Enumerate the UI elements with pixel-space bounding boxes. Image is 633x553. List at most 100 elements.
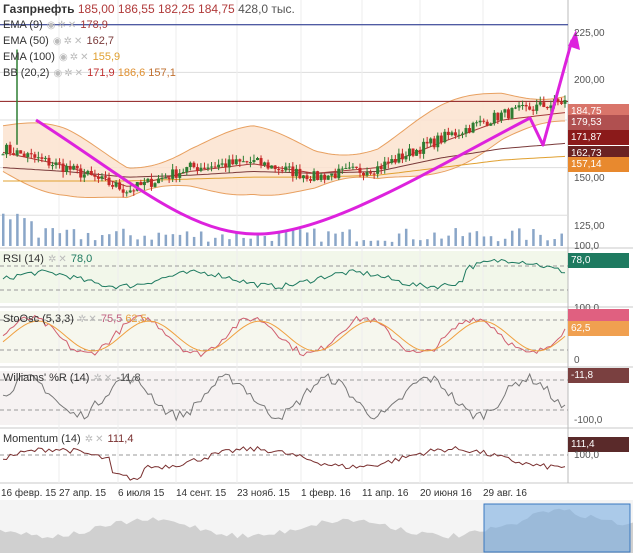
candle-body — [125, 192, 129, 194]
volume-bar — [327, 231, 330, 246]
candle-body — [100, 176, 104, 179]
candle-body — [160, 177, 164, 179]
volume-bar — [454, 228, 457, 246]
volume-bar — [122, 228, 125, 246]
candle-body — [192, 162, 196, 168]
candle-body — [446, 131, 450, 136]
candle-body — [432, 138, 436, 148]
candle-body — [489, 123, 493, 126]
williams-line — [2, 372, 566, 422]
volume-bar — [298, 229, 302, 246]
volume-bar — [9, 219, 12, 246]
candle-body — [443, 131, 447, 143]
candle-body — [503, 109, 507, 113]
candle-body — [54, 162, 58, 166]
candle-body — [142, 181, 146, 186]
candle-body — [453, 132, 457, 136]
candle-body — [482, 120, 486, 122]
candle-body — [178, 173, 182, 178]
candle-body — [457, 134, 461, 136]
candle-body — [248, 162, 252, 164]
bollinger-lower — [2, 120, 565, 199]
volume-bar — [305, 232, 309, 246]
volume-bar — [447, 235, 450, 246]
candle-body — [379, 166, 383, 170]
candle-body — [43, 157, 47, 159]
arrow-head-annotation — [568, 30, 580, 50]
volume-bar — [489, 236, 493, 246]
candle-body — [393, 159, 397, 163]
candle-body — [280, 170, 284, 172]
bollinger-band — [3, 93, 565, 198]
candle-body — [22, 153, 26, 157]
candle-body — [40, 157, 44, 159]
volume-bar — [546, 240, 549, 246]
candle-body — [50, 165, 54, 167]
candle-body — [390, 159, 394, 163]
candle-body — [213, 166, 217, 168]
ema100-line — [3, 155, 566, 182]
candle-body — [263, 162, 267, 166]
candle-body — [559, 102, 563, 104]
candle-body — [535, 104, 539, 111]
candle-body — [344, 168, 348, 170]
candle-body — [86, 170, 90, 175]
candle-body — [104, 176, 108, 178]
volume-bar — [320, 241, 323, 246]
candle-body — [464, 128, 468, 134]
candle-body — [538, 102, 542, 105]
volume-bar — [291, 229, 295, 246]
volume-bar — [468, 232, 472, 246]
candle-body — [185, 167, 189, 172]
volume-bar — [277, 231, 281, 246]
candle-body — [386, 161, 390, 163]
volume-bar — [164, 234, 168, 246]
volume-bar — [397, 233, 401, 246]
volume-bar — [263, 235, 267, 246]
candle-body — [174, 169, 178, 178]
volume-bar — [199, 231, 203, 246]
volume-bar — [390, 241, 394, 246]
cup-pattern-annotation — [35, 39, 574, 236]
candle-body — [460, 133, 464, 135]
candle-body — [354, 166, 358, 168]
volume-bar — [341, 231, 344, 246]
volume-bar — [461, 236, 464, 246]
candle-body — [425, 141, 429, 144]
candle-body — [12, 153, 16, 156]
candle-body — [58, 162, 62, 164]
candle-body — [294, 168, 298, 177]
volume-bar — [86, 232, 90, 246]
candle-body — [89, 170, 93, 175]
candle-body — [369, 172, 373, 174]
candle-body — [217, 164, 221, 168]
candle-body — [436, 135, 440, 148]
candle-body — [171, 169, 175, 179]
volume-bar — [129, 235, 132, 246]
candle-body — [358, 167, 362, 173]
candle-body — [404, 156, 408, 160]
volume-bar — [383, 240, 387, 246]
candle-body — [75, 165, 79, 169]
candle-body — [468, 128, 472, 133]
candle-body — [316, 171, 320, 180]
candle-body — [330, 173, 334, 176]
candle-body — [206, 167, 210, 169]
candle-body — [245, 161, 249, 163]
volume-bar — [221, 234, 224, 246]
candle-body — [323, 174, 327, 180]
candle-body — [556, 99, 560, 103]
candle-body — [26, 153, 30, 157]
candle-body — [15, 150, 19, 156]
volume-bar — [539, 234, 542, 246]
candle-body — [407, 148, 411, 157]
candle-body — [210, 166, 214, 168]
volume-bar — [440, 238, 443, 246]
candle-body — [29, 153, 33, 155]
volume-bar — [235, 231, 238, 246]
volume-bar — [334, 233, 337, 246]
candle-body — [506, 109, 510, 119]
volume-bar — [242, 237, 245, 246]
candle-body — [376, 166, 380, 174]
